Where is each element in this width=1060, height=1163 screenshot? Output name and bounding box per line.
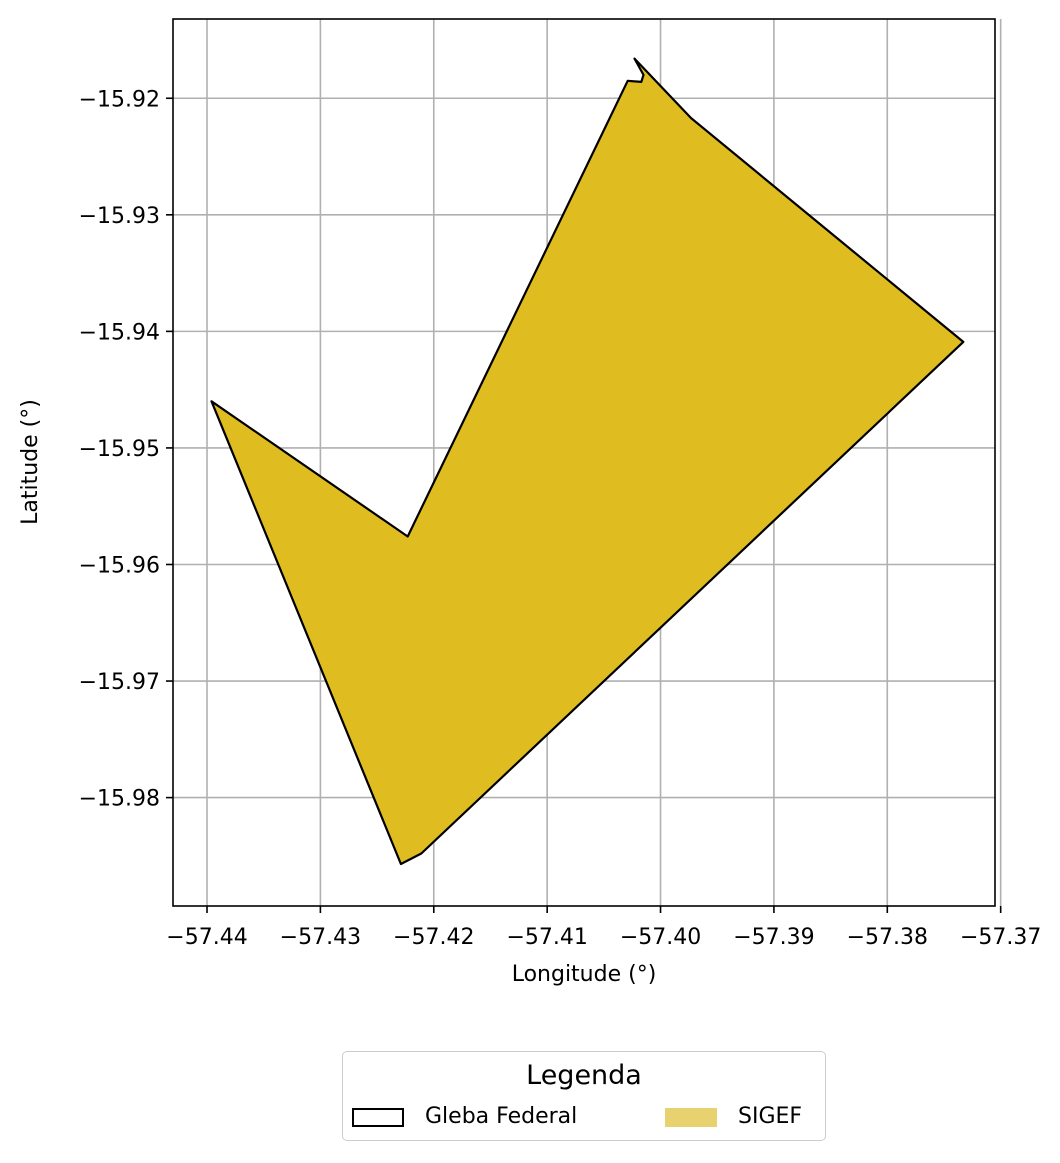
x-tick-label: −57.44 [166, 925, 247, 950]
legend-item-gleba-federal: Gleba Federal [352, 1105, 577, 1129]
legend-item-sigef: SIGEF [665, 1105, 802, 1129]
x-axis-title: Longitude (°) [512, 962, 657, 987]
x-tick-label: −57.37 [960, 925, 1041, 950]
fill-swatch-icon [665, 1107, 717, 1127]
x-tick-label: −57.41 [506, 925, 587, 950]
y-tick-label: −15.93 [79, 204, 160, 229]
y-tick-label: −15.97 [79, 670, 160, 695]
x-tick-label: −57.38 [847, 925, 928, 950]
x-tick-label: −57.40 [620, 925, 701, 950]
x-tick-label: −57.43 [280, 925, 361, 950]
legend-label-sigef: SIGEF [738, 1104, 803, 1129]
y-tick-label: −15.94 [79, 320, 160, 345]
legend: Legenda Gleba Federal SIGEF [342, 1051, 826, 1141]
y-tick-label: −15.95 [79, 437, 160, 462]
plot-frame [172, 18, 996, 907]
sigef-polygon [210, 57, 965, 866]
outline-swatch-icon [352, 1107, 404, 1127]
x-axis-ticks: −57.44 −57.43 −57.42 −57.41 −57.40 −57.39 −57.… [166, 906, 1041, 950]
legend-label-gleba-federal: Gleba Federal [425, 1104, 578, 1129]
y-tick-label: −15.92 [79, 87, 160, 112]
x-tick-label: −57.42 [393, 925, 474, 950]
y-tick-label: −15.96 [79, 553, 160, 578]
y-tick-label: −15.98 [79, 787, 160, 812]
x-tick-label: −57.39 [733, 925, 814, 950]
legend-title: Legenda [526, 1060, 642, 1091]
y-axis-title: Latitude (°) [18, 399, 43, 525]
y-axis-ticks: −15.92 −15.93 −15.94 −15.95 −15.96 −15.97 −15.… [79, 87, 173, 812]
